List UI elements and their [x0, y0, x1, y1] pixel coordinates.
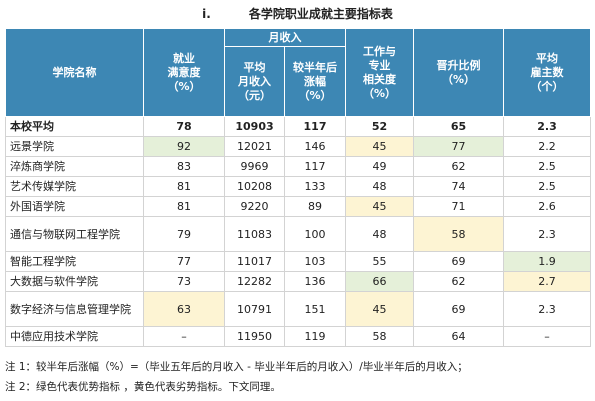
employers-cell: 2.5 [503, 156, 591, 177]
satisfaction-cell: 63 [143, 291, 225, 327]
footnotes: 注 1：较半年后涨幅（%）=（毕业五年后的月收入 - 毕业半年后的月收入）/毕业… [5, 357, 590, 397]
promotion-cell: 71 [413, 196, 504, 217]
footnote-2: 注 2：绿色代表优势指标 ，黄色代表劣势指标。下文同理。 [5, 381, 281, 393]
relevance-cell: 49 [345, 156, 414, 177]
indicator-table: 学院名称 就业 满意度 （%） 月收入 工作与 专业 相关度 （%） 晋升比例 … [5, 28, 591, 347]
satisfaction-cell: 79 [143, 216, 225, 252]
header-promotion: 晋升比例 （%） [413, 28, 504, 117]
avg-income-cell: 12282 [224, 271, 285, 292]
college-name: 数字经济与信息管理学院 [5, 291, 144, 327]
promotion-cell: 58 [413, 216, 504, 252]
income-growth-cell: 117 [284, 116, 346, 137]
header-avg-income: 平均 月收入 （元） [224, 46, 285, 117]
avg-income-cell: 11017 [224, 251, 285, 272]
relevance-cell: 66 [345, 271, 414, 292]
employers-cell: 2.3 [503, 116, 591, 137]
header-satisfaction: 就业 满意度 （%） [143, 28, 225, 117]
avg-income-cell: 10903 [224, 116, 285, 137]
college-name: 远景学院 [5, 136, 144, 157]
income-growth-cell: 119 [284, 326, 346, 347]
avg-income-cell: 11083 [224, 216, 285, 252]
relevance-cell: 45 [345, 196, 414, 217]
avg-income-cell: 12021 [224, 136, 285, 157]
table-number: i. [202, 7, 211, 21]
employers-cell: 2.3 [503, 291, 591, 327]
table-row: 中德应用技术学院 – 11950 119 58 64 – [5, 326, 591, 347]
satisfaction-cell: 83 [143, 156, 225, 177]
satisfaction-cell: 81 [143, 176, 225, 197]
satisfaction-cell: 77 [143, 251, 225, 272]
income-growth-cell: 89 [284, 196, 346, 217]
table-row-average: 本校平均 78 10903 117 52 65 2.3 [5, 116, 591, 137]
table-row: 通信与物联网工程学院 79 11083 100 48 58 2.3 [5, 216, 591, 252]
employers-cell: 1.9 [503, 251, 591, 272]
income-growth-cell: 151 [284, 291, 346, 327]
income-growth-cell: 133 [284, 176, 346, 197]
college-name: 大数据与软件学院 [5, 271, 144, 292]
income-growth-cell: 100 [284, 216, 346, 252]
relevance-cell: 48 [345, 176, 414, 197]
header-relevance: 工作与 专业 相关度 （%） [345, 28, 414, 117]
relevance-cell: 52 [345, 116, 414, 137]
employers-cell: 2.5 [503, 176, 591, 197]
relevance-cell: 48 [345, 216, 414, 252]
avg-income-cell: 9969 [224, 156, 285, 177]
college-name: 外国语学院 [5, 196, 144, 217]
employers-cell: – [503, 326, 591, 347]
income-growth-cell: 136 [284, 271, 346, 292]
income-growth-cell: 117 [284, 156, 346, 177]
college-name: 淬炼商学院 [5, 156, 144, 177]
table-row: 智能工程学院 77 11017 103 55 69 1.9 [5, 251, 591, 272]
college-name: 智能工程学院 [5, 251, 144, 272]
header-college: 学院名称 [5, 28, 144, 117]
college-name: 通信与物联网工程学院 [5, 216, 144, 252]
avg-income-cell: 11950 [224, 326, 285, 347]
satisfaction-cell: 78 [143, 116, 225, 137]
relevance-cell: 58 [345, 326, 414, 347]
promotion-cell: 62 [413, 156, 504, 177]
employers-cell: 2.7 [503, 271, 591, 292]
table-row: 淬炼商学院 83 9969 117 49 62 2.5 [5, 156, 591, 177]
promotion-cell: 64 [413, 326, 504, 347]
income-growth-cell: 146 [284, 136, 346, 157]
satisfaction-cell: 81 [143, 196, 225, 217]
satisfaction-cell: 73 [143, 271, 225, 292]
table-row: 艺术传媒学院 81 10208 133 48 74 2.5 [5, 176, 591, 197]
table-row: 大数据与软件学院 73 12282 136 66 62 2.7 [5, 271, 591, 292]
avg-income-cell: 9220 [224, 196, 285, 217]
employers-cell: 2.2 [503, 136, 591, 157]
promotion-cell: 62 [413, 271, 504, 292]
table-title-text: 各学院职业成就主要指标表 [248, 7, 393, 21]
promotion-cell: 69 [413, 291, 504, 327]
header-employers: 平均 雇主数 （个） [503, 28, 591, 117]
satisfaction-cell: 92 [143, 136, 225, 157]
promotion-cell: 74 [413, 176, 504, 197]
employers-cell: 2.3 [503, 216, 591, 252]
employers-cell: 2.6 [503, 196, 591, 217]
promotion-cell: 77 [413, 136, 504, 157]
income-growth-cell: 103 [284, 251, 346, 272]
avg-income-cell: 10208 [224, 176, 285, 197]
college-name: 本校平均 [5, 116, 144, 137]
avg-income-cell: 10791 [224, 291, 285, 327]
table-title: i. 各学院职业成就主要指标表 [0, 0, 595, 28]
promotion-cell: 69 [413, 251, 504, 272]
college-name: 艺术传媒学院 [5, 176, 144, 197]
satisfaction-cell: – [143, 326, 225, 347]
relevance-cell: 45 [345, 291, 414, 327]
relevance-cell: 55 [345, 251, 414, 272]
table-row: 远景学院 92 12021 146 45 77 2.2 [5, 136, 591, 157]
promotion-cell: 65 [413, 116, 504, 137]
header-income-growth: 较半年后 涨幅 （%） [284, 46, 346, 117]
footnote-1: 注 1：较半年后涨幅（%）=（毕业五年后的月收入 - 毕业半年后的月收入）/毕业… [5, 361, 468, 373]
header-income-group: 月收入 [224, 28, 346, 47]
table-row: 外国语学院 81 9220 89 45 71 2.6 [5, 196, 591, 217]
college-name: 中德应用技术学院 [5, 326, 144, 347]
table-row: 数字经济与信息管理学院 63 10791 151 45 69 2.3 [5, 291, 591, 327]
relevance-cell: 45 [345, 136, 414, 157]
